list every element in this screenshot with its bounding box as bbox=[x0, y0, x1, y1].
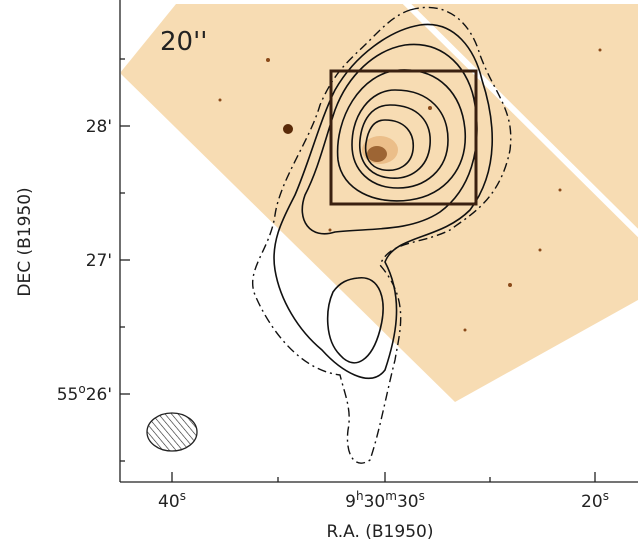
tick-text: 40 bbox=[158, 492, 180, 512]
superscript: s bbox=[603, 489, 609, 503]
superscript: s bbox=[180, 489, 186, 503]
tick-text: 28' bbox=[86, 117, 112, 137]
y-tick-label: 55o26' bbox=[57, 382, 112, 405]
panel-label: 20'' bbox=[160, 27, 207, 57]
y-tick-labels: 28' 27' 55o26' bbox=[57, 117, 112, 405]
x-tick-label: 9h30m30s bbox=[345, 489, 425, 512]
x-axis-label: R.A. (B1950) bbox=[327, 522, 434, 542]
x-tick-label: 20s bbox=[581, 489, 609, 512]
y-tick-label: 27' bbox=[86, 251, 112, 271]
y-axis-label: DEC (B1950) bbox=[15, 187, 35, 296]
figure: 20'' 40s9h30m30s20s 28'27'55o26' R.A. (B… bbox=[0, 0, 638, 553]
superscript: h bbox=[356, 489, 364, 503]
superscript: s bbox=[419, 489, 425, 503]
superscript: m bbox=[385, 489, 397, 503]
tick-text: 27' bbox=[86, 251, 112, 271]
image bbox=[120, 2, 638, 463]
tick-text: 55 bbox=[57, 385, 79, 405]
tick-text: 30 bbox=[397, 492, 419, 512]
superscript: o bbox=[78, 382, 85, 396]
tick-text: 9 bbox=[345, 492, 356, 512]
y-tick-label: 28' bbox=[86, 117, 112, 137]
tick-text: 26' bbox=[86, 385, 112, 405]
tick-text: 20 bbox=[581, 492, 603, 512]
beam bbox=[147, 413, 197, 451]
tick-text: 30 bbox=[364, 492, 386, 512]
x-tick-label: 40s bbox=[158, 489, 186, 512]
